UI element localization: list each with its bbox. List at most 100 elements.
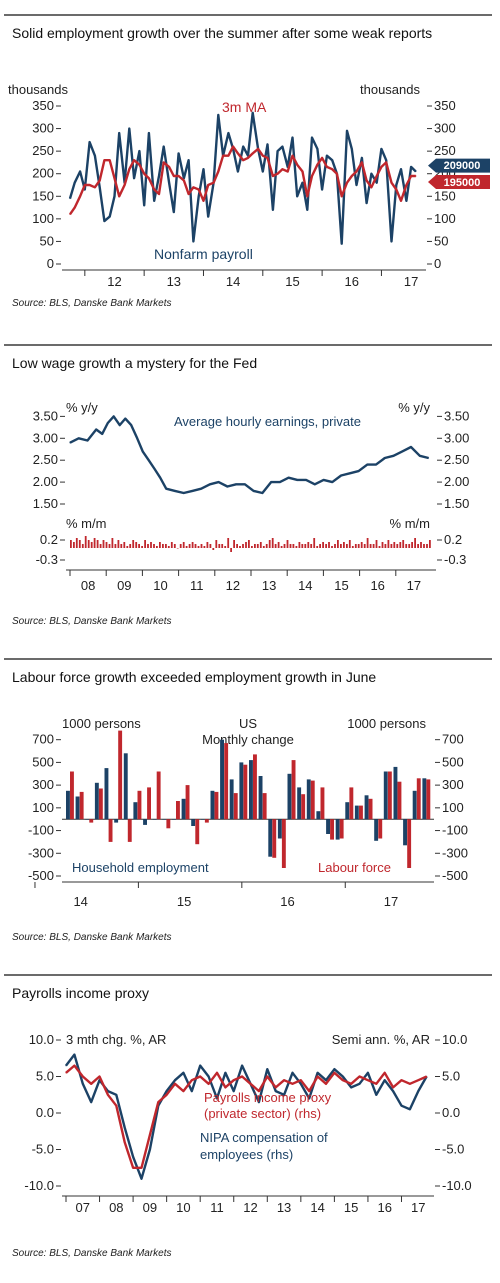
monthly-wage-bar	[147, 544, 149, 548]
panel-title: Solid employment growth over the summer …	[12, 25, 433, 41]
nipa-compensation-line-point	[174, 1079, 176, 1081]
three-month-ma-line-point	[232, 146, 234, 148]
labour-force-bar	[368, 798, 373, 820]
y-tick-label-right: 700	[442, 732, 464, 747]
series-label-household: Household employment	[72, 860, 209, 875]
x-tick-label: 17	[411, 1200, 425, 1215]
three-month-ma-line-point	[192, 186, 194, 188]
monthly-wage-bar	[123, 542, 126, 548]
end-label-ma: 195000	[444, 177, 481, 189]
nonfarm-payroll-line-point	[148, 132, 150, 134]
x-tick-label: 15	[285, 274, 299, 289]
series-label-payrolls-line1: Payrolls income proxy	[204, 1090, 332, 1105]
monthly-wage-bar	[230, 548, 232, 552]
panel-wage-growth: Low wage growth a mystery for the Fed % …	[4, 344, 492, 632]
nipa-compensation-line-point	[417, 1090, 419, 1092]
x-tick-label: 16	[370, 578, 384, 593]
lower-y-tick-left: 0.2	[40, 532, 58, 547]
y-tick-label-left: 500	[32, 754, 54, 769]
nonfarm-payroll-line-point	[410, 166, 412, 168]
payrolls-income-proxy-line-point	[283, 1079, 285, 1081]
payrolls-income-proxy-line-point	[157, 1101, 159, 1103]
three-month-ma-line-point	[355, 170, 358, 173]
nipa-compensation-line-point	[149, 1148, 151, 1151]
nipa-compensation-line-point	[124, 1127, 126, 1129]
nipa-compensation-line-point	[191, 1090, 193, 1092]
three-month-ma-line-point	[296, 164, 298, 166]
three-month-ma-line-point	[326, 166, 328, 168]
payrolls-income-proxy-line-point	[98, 1075, 101, 1078]
labour-force-bar	[108, 819, 113, 842]
nonfarm-payroll-line-point	[385, 159, 387, 161]
y-tick-label-right: 10.0	[442, 1032, 467, 1047]
monthly-wage-bar	[357, 544, 360, 548]
average-hourly-earnings-line-point	[209, 483, 211, 485]
monthly-wage-bar	[135, 542, 138, 548]
three-month-ma-line-point	[281, 168, 283, 170]
three-month-ma-line-point	[99, 179, 101, 182]
y-tick-label-left: -500	[28, 868, 54, 883]
three-month-ma-line-point	[173, 175, 175, 177]
payrolls-income-proxy-line-point	[417, 1079, 419, 1081]
nonfarm-payroll-line-point	[296, 195, 298, 197]
average-hourly-earnings-line-point	[419, 455, 421, 457]
monthly-wage-bar	[304, 544, 307, 548]
labour-force-bar	[349, 787, 354, 820]
monthly-wage-bar	[426, 544, 428, 548]
nonfarm-payroll-line-point	[158, 175, 160, 177]
three-month-ma-line-point	[94, 186, 96, 188]
monthly-wage-bar	[105, 542, 108, 548]
average-hourly-earnings-line-point	[305, 479, 307, 481]
household-employment-bar	[306, 779, 311, 820]
monthly-wage-bar	[218, 544, 221, 548]
y-tick-label-right: 1.50	[444, 496, 469, 511]
nonfarm-payroll-line-point	[395, 184, 397, 186]
average-hourly-earnings-line-point	[427, 457, 430, 459]
monthly-wage-bar	[414, 538, 416, 548]
labour-force-bar	[176, 801, 180, 820]
household-employment-bar	[220, 739, 224, 820]
three-month-ma-line-point	[178, 175, 180, 177]
y-tick-label-right: 0.0	[442, 1105, 460, 1120]
three-month-ma-line-point	[133, 159, 135, 161]
three-month-ma-line-point	[143, 173, 145, 175]
y-axis-label-right: Semi ann. %, AR	[332, 1032, 430, 1047]
nonfarm-payroll-line-point	[291, 137, 294, 139]
monthly-wage-bar	[197, 546, 200, 548]
monthly-wage-bar	[328, 542, 330, 548]
nonfarm-payroll-line-point	[173, 211, 175, 213]
nipa-compensation-line-point	[317, 1072, 319, 1074]
monthly-wage-bar	[132, 540, 135, 548]
household-employment-bar	[123, 753, 128, 820]
payrolls-income-proxy-line-point	[65, 1072, 67, 1074]
y-tick-label-left: 700	[32, 732, 54, 747]
labour-force-bar	[70, 771, 74, 820]
y-tick-label-right: -10.0	[442, 1178, 472, 1193]
labour-force-bar	[224, 743, 229, 820]
nipa-compensation-line-point	[400, 1105, 403, 1107]
monthly-wage-bar	[206, 542, 209, 548]
three-month-ma-line-point	[306, 195, 308, 197]
monthly-wage-bar	[129, 544, 132, 548]
nonfarm-payroll-line-point	[198, 195, 200, 197]
payrolls-income-proxy-line-point	[291, 1083, 294, 1085]
y-tick-label-left: 100	[32, 800, 54, 815]
nonfarm-payroll-line-point	[301, 182, 304, 184]
monthly-wage-bar	[411, 542, 413, 548]
monthly-wage-bar	[78, 540, 81, 548]
x-tick-label: 14	[298, 578, 312, 593]
monthly-wage-bar	[170, 542, 173, 548]
monthly-wage-bar	[221, 544, 224, 548]
x-tick-label: 14	[310, 1200, 324, 1215]
panel-title: Labour force growth exceeded employment …	[12, 669, 377, 685]
average-hourly-earnings-line-point	[392, 455, 395, 457]
monthly-wage-bar	[212, 548, 215, 550]
monthly-wage-bar	[375, 540, 378, 548]
average-hourly-earnings-line-point	[296, 479, 298, 481]
household-employment-bar	[162, 819, 167, 820]
labour-force-bar	[243, 764, 248, 820]
labour-force-bar	[262, 793, 267, 820]
payrolls-income-proxy-line-point	[325, 1083, 327, 1085]
three-month-ma-line-point	[400, 200, 402, 202]
